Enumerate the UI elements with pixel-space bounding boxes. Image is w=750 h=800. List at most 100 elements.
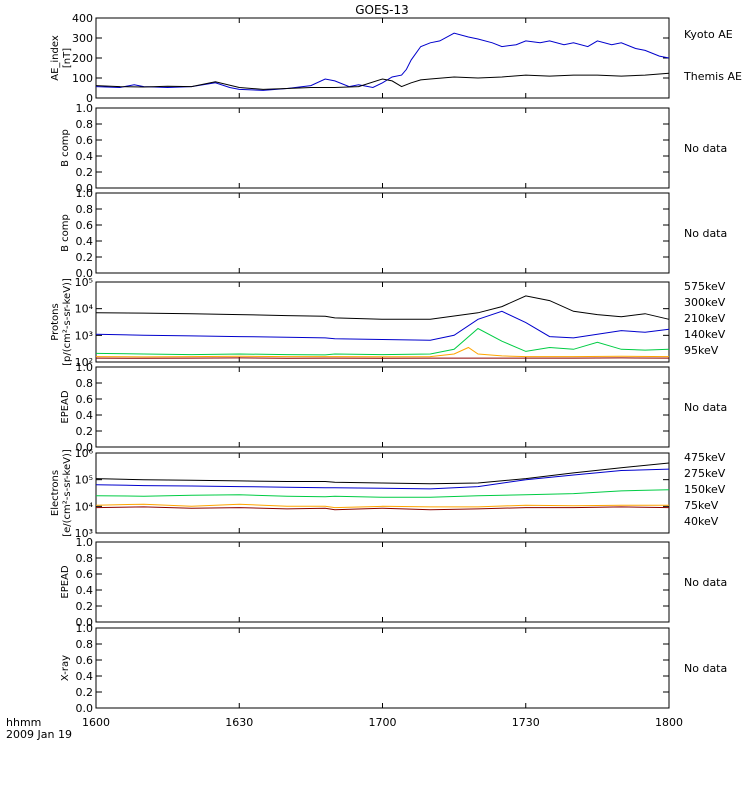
y-tick-label: 0.6 <box>76 134 94 147</box>
y-tick-label: 1.0 <box>76 536 94 549</box>
series-line-300keV <box>95 346 670 358</box>
series-line-40keV <box>95 462 670 485</box>
y-axis-label: B comp <box>60 214 71 252</box>
panel-frame <box>95 192 670 274</box>
y-tick-label: 10² <box>75 356 93 369</box>
panel-electrons: 10³ 10⁴ 10⁵ 10⁶ Electrons [e/(cm²-s-sr-keV)] 4… <box>50 447 726 540</box>
legend-entry: Kyoto AE <box>684 28 733 41</box>
y-tick-label: 400 <box>72 12 93 25</box>
y-tick-label: 0.6 <box>76 219 94 232</box>
no-data-label: No data <box>684 576 727 589</box>
y-axis-label: EPEAD <box>60 390 71 424</box>
y-tick-label: 0.2 <box>76 251 94 264</box>
no-data-label: No data <box>684 401 727 414</box>
y-tick-label: 0.8 <box>76 638 94 651</box>
y-tick-label: 0.2 <box>76 166 94 179</box>
y-tick-label: 1.0 <box>76 187 94 200</box>
y-axis-label: [e/(cm²-s-sr-keV)] <box>62 449 73 537</box>
legend-entry: 140keV <box>684 328 726 341</box>
y-tick-label: 0.2 <box>76 425 94 438</box>
series-line-140keV <box>95 310 670 341</box>
y-axis-label: [p/(cm²-s-sr-keV)] <box>62 278 73 366</box>
legend-entry: 210keV <box>684 312 726 325</box>
legend-entry: 150keV <box>684 483 726 496</box>
y-tick-label: 0.6 <box>76 568 94 581</box>
y-tick-label: 0.4 <box>76 670 94 683</box>
x-tick-label: 1600 <box>82 716 110 729</box>
panel-frame <box>95 281 670 363</box>
y-tick-label: 300 <box>72 32 93 45</box>
y-tick-label: 0.8 <box>76 377 94 390</box>
y-tick-label: 1.0 <box>76 622 94 635</box>
y-tick-label: 0.0 <box>76 441 94 454</box>
series-line-95keV <box>95 295 670 320</box>
y-axis-label: EPEAD <box>60 565 71 599</box>
panels: 0 100 200 300 400 AE_index [nT] Kyoto AE Themis … <box>50 12 742 715</box>
y-tick-label: 0.4 <box>76 584 94 597</box>
series-line-75keV <box>95 468 670 490</box>
legend-entry: 95keV <box>684 344 719 357</box>
legend-entry: 275keV <box>684 467 726 480</box>
panel-xray: 0.0 0.2 0.4 0.6 0.8 1.0 X-ray No data <box>60 622 727 715</box>
panel-protons: 10² 10³ 10⁴ 10⁵ Protons [p/(cm²-s-sr-keV)] 575… <box>50 276 726 369</box>
panel-frame <box>95 107 670 189</box>
panel-epead1: 0.0 0.2 0.4 0.6 0.8 1.0 EPEAD No data <box>60 361 727 454</box>
y-tick-label: 10⁴ <box>75 303 94 316</box>
y-tick-label: 0.4 <box>76 409 94 422</box>
chart-title: GOES-13 <box>355 3 409 17</box>
series-line-Themis AE <box>95 72 670 90</box>
y-tick-label: 10⁵ <box>75 276 93 289</box>
legend-entry: Themis AE <box>683 70 742 83</box>
y-tick-label: 200 <box>72 52 93 65</box>
y-axis-label: Electrons <box>50 470 61 516</box>
panel-epead2: 0.0 0.2 0.4 0.6 0.8 1.0 EPEAD No data <box>60 536 727 629</box>
y-tick-label: 0.0 <box>76 702 94 715</box>
series-line-150keV <box>95 489 670 498</box>
panel-frame <box>95 541 670 623</box>
y-axis-label: Protons <box>50 303 61 340</box>
y-tick-label: 0 <box>86 92 93 105</box>
y-axis-label: B comp <box>60 129 71 167</box>
x-unit-label: hhmm <box>6 716 41 729</box>
y-axis-label: X-ray <box>60 655 71 681</box>
panel-bcomp2: 0.0 0.2 0.4 0.6 0.8 1.0 B comp No data <box>60 187 727 280</box>
series-line-475keV <box>95 506 670 511</box>
no-data-label: No data <box>684 142 727 155</box>
no-data-label: No data <box>684 662 727 675</box>
x-date-label: 2009 Jan 19 <box>6 728 72 741</box>
y-tick-label: 10⁶ <box>75 447 94 460</box>
y-axis-label: [nT] <box>62 48 73 68</box>
no-data-label: No data <box>684 227 727 240</box>
legend-entry: 300keV <box>684 296 726 309</box>
y-tick-label: 0.0 <box>76 267 94 280</box>
series-line-275keV <box>95 503 669 509</box>
y-tick-label: 0.4 <box>76 235 94 248</box>
y-tick-label: 1.0 <box>76 102 94 115</box>
y-tick-label: 0.8 <box>76 203 94 216</box>
y-tick-label: 0.0 <box>76 182 94 195</box>
y-tick-label: 100 <box>72 72 93 85</box>
y-tick-label: 0.4 <box>76 150 94 163</box>
y-tick-label: 10³ <box>75 329 93 342</box>
legend-entry: 575keV <box>684 280 726 293</box>
y-tick-label: 0.8 <box>76 118 94 131</box>
x-tick-label: 1800 <box>655 716 683 729</box>
y-tick-label: 0.2 <box>76 600 94 613</box>
series-line-Kyoto AE <box>95 32 670 91</box>
panel-frame <box>95 627 670 709</box>
y-tick-label: 1.0 <box>76 361 94 374</box>
y-tick-label: 0.8 <box>76 552 94 565</box>
legend-entry: 40keV <box>684 515 719 528</box>
legend-entry: 75keV <box>684 499 719 512</box>
panel-frame <box>95 366 670 448</box>
y-tick-label: 0.2 <box>76 686 94 699</box>
x-axis: 1600 1630 1700 1730 1800 <box>82 716 683 729</box>
series-line-210keV <box>95 327 670 356</box>
x-tick-label: 1730 <box>512 716 540 729</box>
panel-ae: 0 100 200 300 400 AE_index [nT] Kyoto AE Themis … <box>50 12 742 105</box>
y-tick-label: 10⁵ <box>75 474 93 487</box>
x-tick-label: 1700 <box>369 716 397 729</box>
y-tick-label: 0.6 <box>76 654 94 667</box>
y-tick-label: 0.6 <box>76 393 94 406</box>
